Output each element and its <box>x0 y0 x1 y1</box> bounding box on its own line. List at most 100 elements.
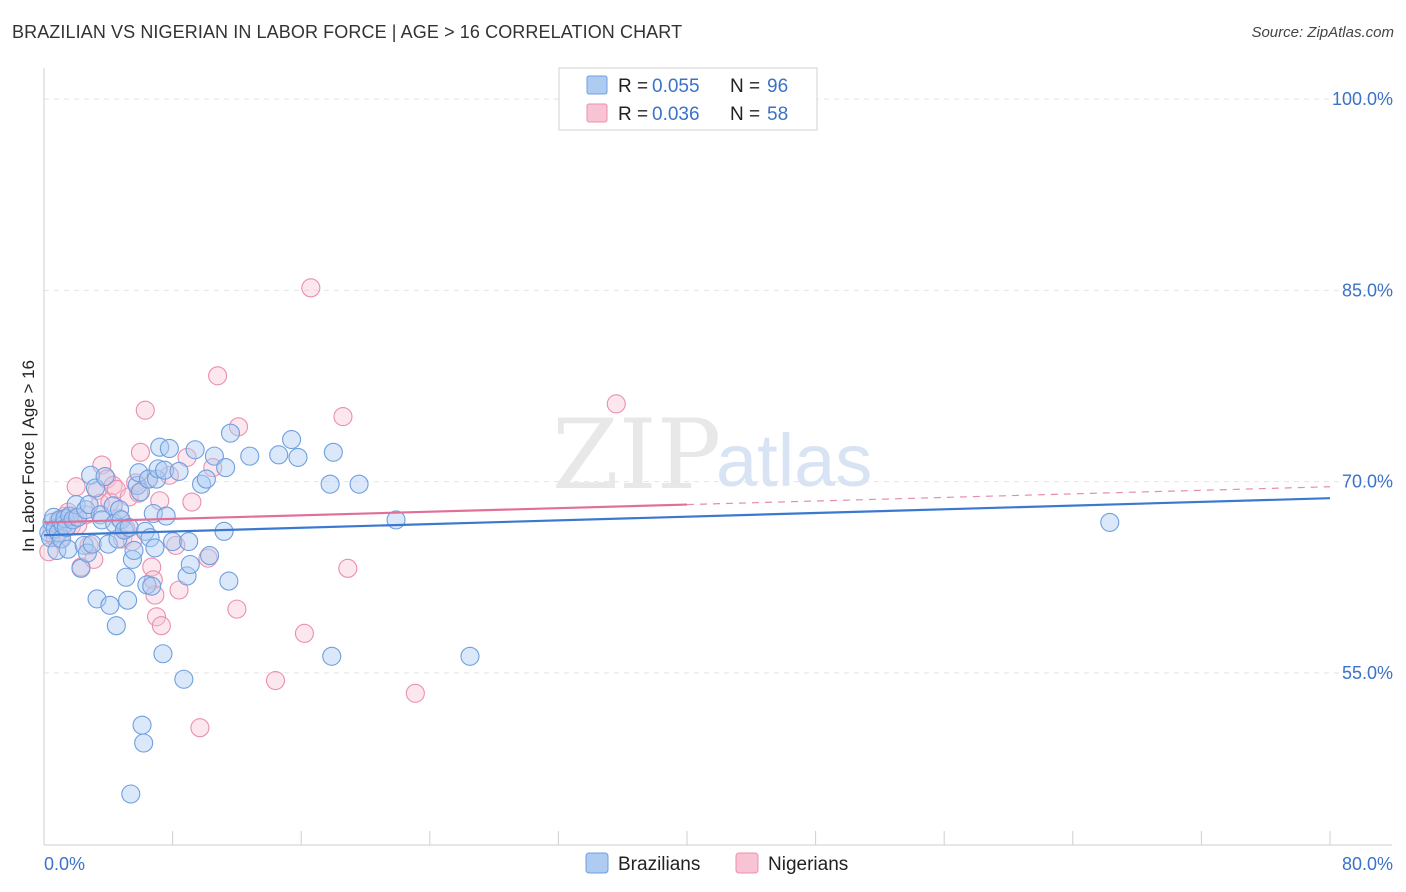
nigerians-point-56 <box>606 394 626 414</box>
nigerians-point-52 <box>294 623 314 643</box>
watermark-zip: ZIP <box>552 399 721 511</box>
grid-lines <box>44 98 1392 674</box>
nigerians-point-53 <box>333 407 353 427</box>
brazilians-point-47 <box>134 733 154 753</box>
brazilians-point-23 <box>82 534 102 554</box>
y-tick-label-3: 55.0% <box>1342 663 1393 683</box>
tick-labels: 100.0% 85.0% 70.0% 55.0% 0.0% 80.0% <box>44 89 1393 874</box>
x-tick-label-0: 0.0% <box>44 854 85 874</box>
trend-lines <box>43 486 1331 537</box>
brazilians-point-76 <box>220 423 241 443</box>
brazilians-point-52 <box>142 576 162 596</box>
nigerians-point-0 <box>39 542 59 562</box>
nigerians-point-49 <box>228 417 249 437</box>
brazilians-point-81 <box>320 474 340 494</box>
brazilians-point-46 <box>132 715 152 735</box>
brazilians-point-57 <box>150 437 170 457</box>
brazilians-point-59 <box>155 460 175 480</box>
bottom-legend-swatch-brazilians <box>585 852 609 874</box>
nigerians-trend-line-extension <box>686 486 1331 506</box>
brazilians-point-56 <box>148 459 168 479</box>
nigerians-point-31 <box>135 400 155 420</box>
brazilians-point-70 <box>196 469 216 489</box>
brazilians-point-72 <box>204 446 224 466</box>
nigerians-point-48 <box>227 599 247 619</box>
brazilians-point-44 <box>129 463 149 483</box>
legend-n-label-brazilians: N = <box>730 76 760 97</box>
brazilians-point-67 <box>180 554 200 575</box>
brazilians-point-19 <box>76 500 96 520</box>
brazilians-points <box>39 423 1120 804</box>
nigerians-point-36 <box>146 607 167 627</box>
y-tick-label-1: 85.0% <box>1342 280 1393 300</box>
nigerians-point-38 <box>151 616 171 636</box>
brazilians-point-62 <box>163 531 183 552</box>
brazilians-point-58 <box>153 644 173 664</box>
brazilians-point-18 <box>74 535 94 555</box>
legend-n-value-nigerians: 58 <box>767 104 788 125</box>
legend-swatch-nigerians <box>586 103 608 123</box>
brazilians-point-73 <box>214 521 234 541</box>
brazilians-point-78 <box>269 445 289 465</box>
brazilians-point-66 <box>179 531 199 552</box>
brazilians-point-84 <box>349 474 369 494</box>
legend-swatch-brazilians <box>586 75 608 95</box>
brazilians-point-39 <box>118 590 138 610</box>
brazilians-point-50 <box>138 469 159 489</box>
series-legend: Brazilians Nigerians <box>585 852 848 875</box>
brazilians-point-77 <box>240 446 260 466</box>
nigerians-point-51 <box>301 278 321 298</box>
nigerians-point-26 <box>119 487 139 507</box>
brazilians-point-63 <box>169 461 189 481</box>
nigerians-point-44 <box>190 718 210 738</box>
brazilians-point-29 <box>98 534 118 554</box>
brazilians-point-79 <box>282 429 302 450</box>
brazilians-point-20 <box>77 543 97 563</box>
brazilians-point-74 <box>216 458 236 478</box>
nigerians-trend-line <box>43 503 688 524</box>
y-axis-title: In Labor Force | Age > 16 <box>19 360 38 552</box>
legend-r-label-nigerians: R = <box>618 104 648 125</box>
brazilians-point-88 <box>121 784 141 804</box>
bottom-legend-swatch-nigerians <box>735 852 759 874</box>
brazilians-point-80 <box>288 447 308 467</box>
nigerians-point-30 <box>130 442 150 462</box>
nigerians-point-10 <box>66 477 86 497</box>
legend-r-value-brazilians: 0.055 <box>652 76 700 97</box>
brazilians-point-60 <box>156 506 176 526</box>
brazilians-point-35 <box>110 500 130 520</box>
source-label: Source: ZipAtlas.com <box>1251 24 1394 41</box>
legend-n-label-nigerians: N = <box>730 104 760 125</box>
x-tick-label-1: 80.0% <box>1342 854 1393 874</box>
nigerians-point-50 <box>265 670 286 691</box>
brazilians-point-71 <box>200 546 220 566</box>
nigerians-point-29 <box>129 483 149 503</box>
nigerians-point-34 <box>143 570 163 590</box>
brazilians-point-65 <box>177 566 197 586</box>
legend-r-value-nigerians: 0.036 <box>652 104 700 125</box>
brazilians-point-22 <box>81 465 101 485</box>
axes <box>43 68 1392 846</box>
nigerians-point-54 <box>338 558 358 578</box>
brazilians-trend-line <box>43 497 1331 537</box>
bottom-legend-label-nigerians: Nigerians <box>768 854 848 875</box>
brazilians-point-75 <box>219 571 239 591</box>
y-tick-label-2: 70.0% <box>1342 472 1393 492</box>
nigerians-point-43 <box>182 492 202 512</box>
nigerians-point-40 <box>166 535 186 555</box>
brazilians-point-64 <box>174 669 194 689</box>
brazilians-point-68 <box>185 440 205 460</box>
brazilians-point-12 <box>58 539 78 559</box>
brazilians-point-33 <box>106 616 126 636</box>
brazilians-point-61 <box>159 438 179 459</box>
brazilians-point-86 <box>460 646 480 666</box>
y-tick-label-0: 100.0% <box>1332 89 1393 109</box>
brazilians-point-54 <box>145 538 165 558</box>
brazilians-point-30 <box>100 595 120 615</box>
watermark-atlas: atlas <box>716 419 872 502</box>
brazilians-point-28 <box>95 466 115 487</box>
brazilians-point-38 <box>116 567 136 587</box>
bottom-legend-label-brazilians: Brazilians <box>618 854 700 875</box>
nigerians-point-55 <box>405 683 425 703</box>
